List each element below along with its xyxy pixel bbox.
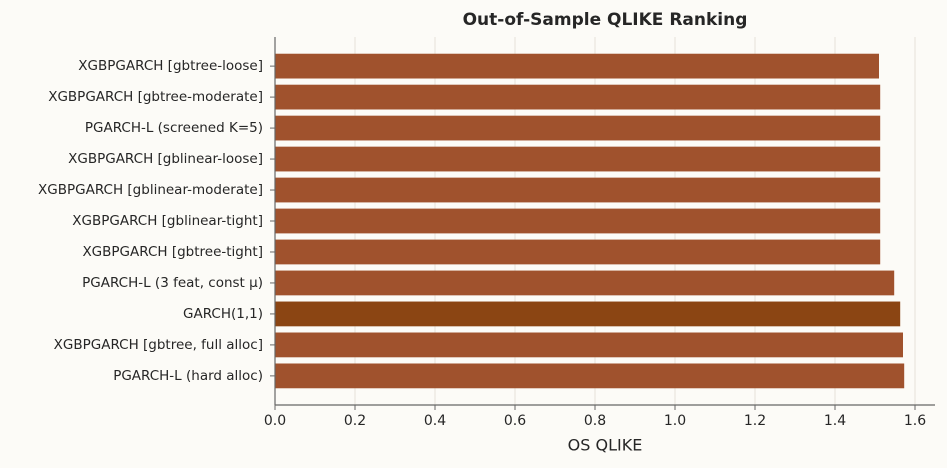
y-tick-label: XGBPGARCH [gblinear-tight] (72, 213, 263, 229)
bar (275, 363, 905, 389)
y-tick-label: XGBPGARCH [gbtree-loose] (78, 58, 263, 74)
y-tick-label: PGARCH-L (hard alloc) (113, 368, 263, 384)
y-tick-label: PGARCH-L (3 feat, const μ) (82, 275, 263, 291)
bar (275, 270, 895, 296)
bar (275, 208, 881, 234)
x-tick-label: 1.0 (664, 413, 686, 429)
x-tick-label: 0.4 (424, 413, 446, 429)
bar (275, 177, 881, 203)
bar (275, 53, 879, 79)
bar (275, 332, 903, 358)
y-tick-label: PGARCH-L (screened K=5) (85, 120, 263, 136)
x-tick-label: 1.6 (904, 413, 926, 429)
y-tick-label: XGBPGARCH [gbtree, full alloc] (54, 337, 263, 353)
x-tick-label: 0.2 (344, 413, 366, 429)
x-tick-label: 1.4 (824, 413, 846, 429)
bar (275, 84, 881, 110)
x-tick-label: 0.8 (584, 413, 606, 429)
y-tick-label: XGBPGARCH [gblinear-moderate] (38, 182, 263, 198)
bar (275, 239, 881, 265)
y-tick-label: GARCH(1,1) (183, 306, 263, 322)
x-tick-label: 0.6 (504, 413, 526, 429)
bar (275, 301, 901, 327)
y-tick-label: XGBPGARCH [gbtree-tight] (82, 244, 263, 260)
y-tick-label: XGBPGARCH [gblinear-loose] (68, 151, 263, 167)
x-tick-label: 0.0 (264, 413, 286, 429)
bar (275, 146, 881, 172)
chart-title: Out-of-Sample QLIKE Ranking (463, 10, 748, 30)
bar (275, 115, 881, 141)
x-tick-label: 1.2 (744, 413, 766, 429)
x-axis-label: OS QLIKE (568, 436, 643, 455)
y-tick-label: XGBPGARCH [gbtree-moderate] (48, 89, 263, 105)
